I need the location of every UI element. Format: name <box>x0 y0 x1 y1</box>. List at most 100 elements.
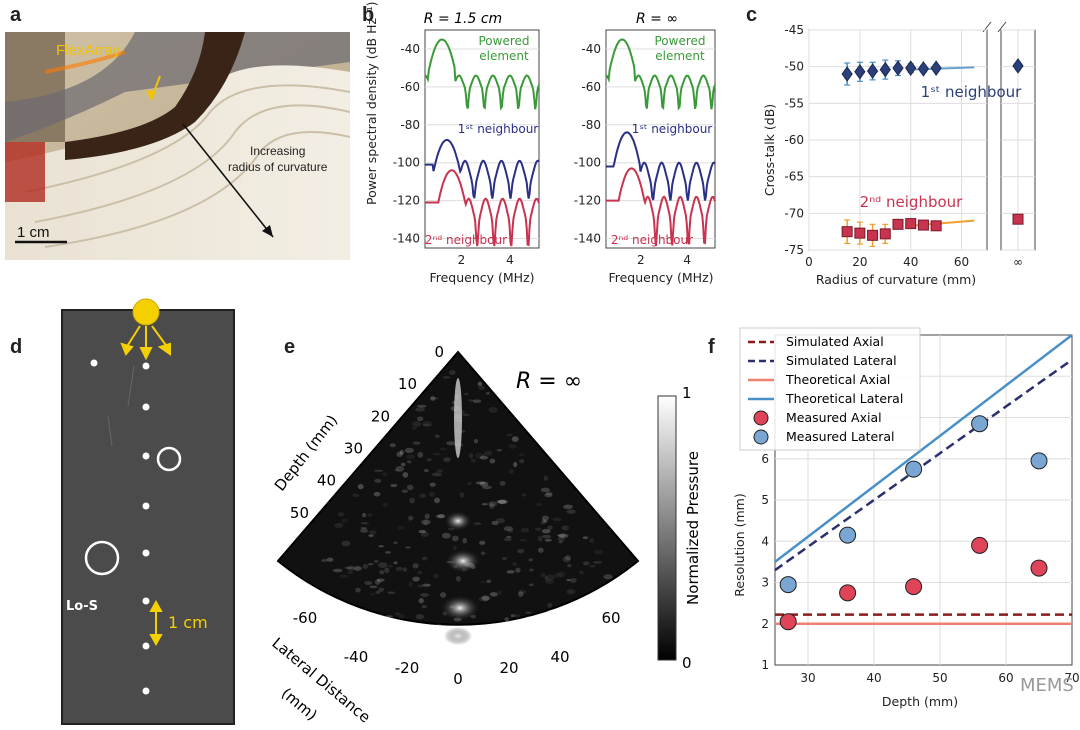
e-speckle <box>352 493 360 498</box>
e-cb-bottom: 0 <box>682 654 692 672</box>
e-speckle <box>541 529 551 534</box>
c-n1-point <box>841 66 853 82</box>
f-measured-axial-point <box>779 613 797 631</box>
c-xtick: 40 <box>903 255 918 269</box>
increasing-label: Increasing <box>250 144 306 158</box>
b-right-n2: 2ⁿᵈ neighbour <box>611 233 693 247</box>
e-speckle <box>518 589 527 595</box>
panel-c-crosstalk: Cross-talk (dB) -45 -50 -55 -60 -65 -70 -750 20… <box>762 21 1036 287</box>
f-ytick: 1 <box>761 658 769 672</box>
b-left-powered-curve <box>424 38 540 111</box>
e-speckle <box>541 518 546 524</box>
f-legend-item: Measured Axial <box>786 410 882 425</box>
e-speckle <box>474 452 485 459</box>
c-n1-point-inf <box>1012 58 1024 74</box>
e-speckle <box>362 512 367 518</box>
e-speckle <box>501 557 508 560</box>
e-speckle <box>479 540 486 545</box>
f-measured-axial-point <box>839 584 857 602</box>
e-speckle <box>441 532 451 539</box>
e-speckle <box>368 534 374 537</box>
e-speckle <box>339 574 349 578</box>
e-speckle <box>485 391 490 395</box>
e-speckle <box>519 539 527 542</box>
e-cb-label: Normalized Pressure <box>684 451 702 605</box>
e-speckle <box>481 503 488 506</box>
e-speckle <box>554 610 559 615</box>
f-theoretical-lateral-line <box>774 334 1073 563</box>
b-ytick: -120 <box>574 194 601 208</box>
e-speckle <box>547 602 552 608</box>
e-speckle <box>395 612 401 616</box>
b-right-n1-curve <box>606 131 716 201</box>
e-speckle <box>462 413 470 417</box>
e-speckle <box>334 522 344 529</box>
b-ytick: -60 <box>581 80 601 94</box>
b-left-n1: 1ˢᵗ neighbour <box>458 122 539 136</box>
e-speckle <box>411 420 422 427</box>
c-ytick: -45 <box>784 23 804 37</box>
e-speckle <box>378 545 385 548</box>
f-legend-item: Simulated Lateral <box>786 353 897 368</box>
e-speckle <box>385 615 394 618</box>
f-measured-lateral-point <box>905 460 923 478</box>
e-speckle <box>544 492 553 498</box>
e-lat-tick: -60 <box>293 609 318 627</box>
b-left-frame <box>424 29 540 249</box>
c-ylabel: Cross-talk (dB) <box>762 104 777 196</box>
e-speckle <box>373 491 381 497</box>
b-left-powered-2: element <box>479 49 529 63</box>
e-speckle <box>431 472 442 477</box>
f-simulated-lateral-line <box>774 358 1073 572</box>
e-speckle <box>496 499 507 504</box>
c-ytick: -55 <box>784 96 804 110</box>
e-speckle <box>411 426 417 430</box>
e-speckle <box>393 469 400 472</box>
c-n1-point <box>905 60 917 76</box>
c-n2-point <box>854 227 866 239</box>
e-speckle <box>512 562 517 566</box>
e-sector <box>276 350 640 626</box>
e-speckle <box>408 515 414 521</box>
e-speckle <box>416 416 424 422</box>
b-ytick: -140 <box>393 232 420 246</box>
b-xtick: 4 <box>506 253 514 267</box>
e-speckle <box>440 592 447 598</box>
e-speckle <box>525 615 534 620</box>
e-speckle <box>437 514 446 519</box>
e-speckle <box>383 503 388 507</box>
e-speckle <box>332 568 343 573</box>
flexarray-label: FlexArray <box>56 42 121 59</box>
e-speckle <box>564 555 571 561</box>
e-speckle <box>369 593 375 596</box>
e-speckle <box>537 535 543 542</box>
e-speckle <box>387 565 393 568</box>
scale-label: 1 cm <box>17 224 50 241</box>
f-legend-item: Theoretical Axial <box>785 372 890 387</box>
e-speckle <box>544 538 552 542</box>
f-xtick: 60 <box>998 671 1013 685</box>
c-ytick: -65 <box>784 170 804 184</box>
c-n2-point <box>879 228 891 240</box>
e-speckle <box>475 481 486 485</box>
e-speckle <box>481 595 490 601</box>
panel-f-resolution: 12345673040506070 Simulated AxialSimulat… <box>732 327 1080 709</box>
e-speckle <box>420 531 429 537</box>
e-lat-tick: -40 <box>344 648 369 666</box>
panel-label-a: a <box>10 4 22 26</box>
e-speckle <box>543 475 548 481</box>
e-speckle <box>360 522 369 525</box>
b-xtick: 2 <box>637 253 645 267</box>
e-speckle <box>563 504 573 509</box>
beam-arrows <box>120 325 171 361</box>
e-speckle <box>529 568 534 572</box>
e-colorbar <box>657 395 677 661</box>
e-speckle <box>412 563 419 569</box>
e-speckle <box>515 567 521 573</box>
e-speckle <box>418 598 425 604</box>
e-speckle <box>468 399 474 402</box>
e-speckle <box>464 392 469 396</box>
e-speckle <box>393 561 398 565</box>
e-speckle <box>507 529 514 533</box>
panel-b-spectra: Power spectral density (dB Hz⁻¹) R = 1.5… <box>364 1 716 285</box>
